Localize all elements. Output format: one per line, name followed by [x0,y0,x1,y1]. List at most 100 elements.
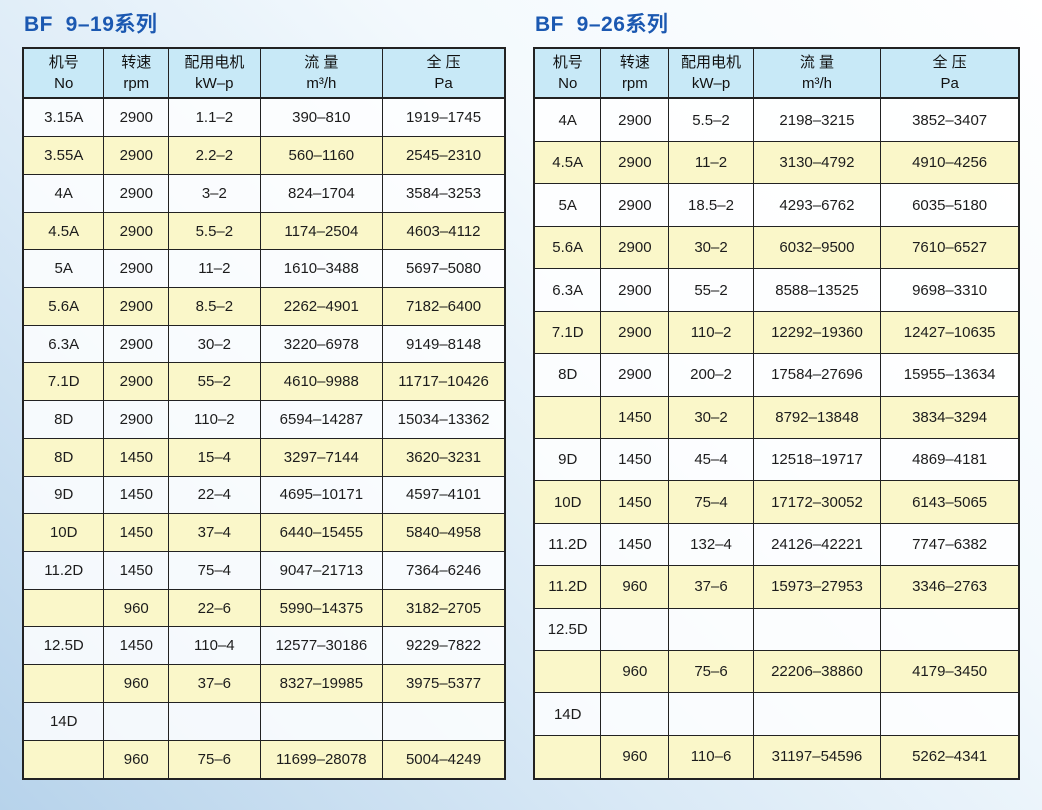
column-header: 配用电机 kW–p [668,47,754,99]
column-header: 机号 No [533,47,602,99]
section-title-bf-9-19: BF 9–19系列 [24,13,158,36]
header-row: 机号 No 转速 rpm 配用电机 kW–p 流 量 m³/h 全 压 Pa [22,47,506,99]
table-row: 4A 2900 5.5–2 2198–3215 3852–3407 [533,97,1020,143]
table-cell: 4179–3450 [880,649,1020,694]
column-header-unit: rpm [621,75,648,92]
table-cell: 3346–2763 [880,565,1020,609]
table-cell: 2900 [103,324,170,364]
column-header-unit: kW–p [691,75,731,92]
table-cell: 30–2 [668,225,754,270]
table-cell: 15973–27953 [752,565,882,609]
table-cell: 8.5–2 [168,287,261,326]
table-cell: 45–4 [668,437,754,482]
column-header-unit: No [54,75,74,92]
table-cell: 5262–4341 [880,734,1020,780]
table-row: 4.5A 2900 5.5–2 1174–2504 4603–4112 [22,211,506,251]
table-cell [259,701,384,741]
table-row: 5.6A 2900 8.5–2 2262–4901 7182–6400 [22,287,506,326]
table-cell: 4910–4256 [880,141,1020,185]
table-cell: 8D [533,353,602,397]
column-header-unit: Pa [940,75,959,92]
table-cell: 1450 [600,437,670,482]
table-row: 14D [22,701,506,741]
table-cell: 200–2 [668,353,754,397]
table-cell: 37–4 [168,513,261,552]
table-cell [752,692,882,736]
table-cell: 6594–14287 [259,400,384,439]
table-cell [752,607,882,651]
column-header: 全 压 Pa [880,47,1020,99]
column-header: 转速 rpm [600,47,670,99]
table-cell: 8D [22,437,105,477]
table-cell: 24126–42221 [752,522,882,567]
table-cell: 2900 [103,249,170,289]
table-row: 10D 1450 75–4 17172–30052 6143–5065 [533,480,1020,524]
table-cell: 9229–7822 [382,626,506,666]
table-cell [22,664,105,703]
header-row: 机号 No 转速 rpm 配用电机 kW–p 流 量 m³/h 全 压 Pa [533,47,1020,99]
table-cell: 12292–19360 [752,310,882,355]
table-cell [880,692,1020,736]
table-cell [600,692,670,736]
table-cell: 5.5–2 [668,97,754,143]
column-header: 流 量 m³/h [259,47,384,99]
table-cell: 17584–27696 [752,353,882,397]
table-row: 5.6A 2900 30–2 6032–9500 7610–6527 [533,225,1020,270]
table-cell: 2900 [103,97,170,138]
table-cell: 22–6 [168,588,261,628]
table-cell: 11.2D [533,565,602,609]
table-cell: 7364–6246 [382,550,506,590]
table-cell: 5004–4249 [382,739,506,780]
table-row: 8D 1450 15–4 3297–7144 3620–3231 [22,437,506,477]
table-cell: 15955–13634 [880,353,1020,397]
table-cell: 4.5A [22,211,105,251]
table-cell: 14D [533,692,602,736]
table-row: 5A 2900 18.5–2 4293–6762 6035–5180 [533,183,1020,227]
page: BF 9–19系列 机号 No 转速 rpm 配用电机 kW–p 流 量 m³/h 全 压 Pa … [22,13,1020,780]
table-cell: 2900 [103,136,170,175]
table-cell: 10D [22,513,105,552]
table-cell: 824–1704 [259,173,384,213]
table-cell: 4610–9988 [259,362,384,402]
table-row: 1450 30–2 8792–13848 3834–3294 [533,395,1020,439]
table-cell: 110–4 [168,626,261,666]
table-cell: 5697–5080 [382,249,506,289]
table-cell: 37–6 [668,565,754,609]
spec-table-bf-9-26: 机号 No 转速 rpm 配用电机 kW–p 流 量 m³/h 全 压 Pa 4A 2900 5.5–… [533,47,1020,780]
table-cell: 1450 [103,513,170,552]
table-cell: 1450 [103,475,170,515]
table-cell: 22206–38860 [752,649,882,694]
table-cell: 132–4 [668,522,754,567]
table-cell: 6143–5065 [880,480,1020,524]
table-cell: 960 [600,649,670,694]
table-cell [22,588,105,628]
table-cell: 5A [22,249,105,289]
table-cell: 4293–6762 [752,183,882,227]
table-cell: 2900 [103,211,170,251]
table-row: 5A 2900 11–2 1610–3488 5697–5080 [22,249,506,289]
table-cell: 75–4 [168,550,261,590]
table-row: 10D 1450 37–4 6440–15455 5840–4958 [22,513,506,552]
table-cell: 960 [103,739,170,780]
table-cell: 9D [533,437,602,482]
table-cell: 110–2 [668,310,754,355]
table-cell: 960 [600,734,670,780]
table-cell: 2900 [600,310,670,355]
table-cell: 22–4 [168,475,261,515]
table-cell: 11.2D [22,550,105,590]
table-row: 7.1D 2900 110–2 12292–19360 12427–10635 [533,310,1020,355]
table-row: 8D 2900 200–2 17584–27696 15955–13634 [533,353,1020,397]
table-cell [600,607,670,651]
table-cell: 4695–10171 [259,475,384,515]
column-header-unit: No [558,75,578,92]
table-row: 11.2D 1450 132–4 24126–42221 7747–6382 [533,522,1020,567]
table-cell: 11–2 [668,141,754,185]
table-cell: 2900 [103,173,170,213]
table-row: 14D [533,692,1020,736]
table-cell: 12.5D [22,626,105,666]
table-cell: 1450 [600,480,670,524]
table-cell: 14D [22,701,105,741]
column-header: 机号 No [22,47,105,99]
table-cell: 4A [533,97,602,143]
table-cell: 3584–3253 [382,173,506,213]
